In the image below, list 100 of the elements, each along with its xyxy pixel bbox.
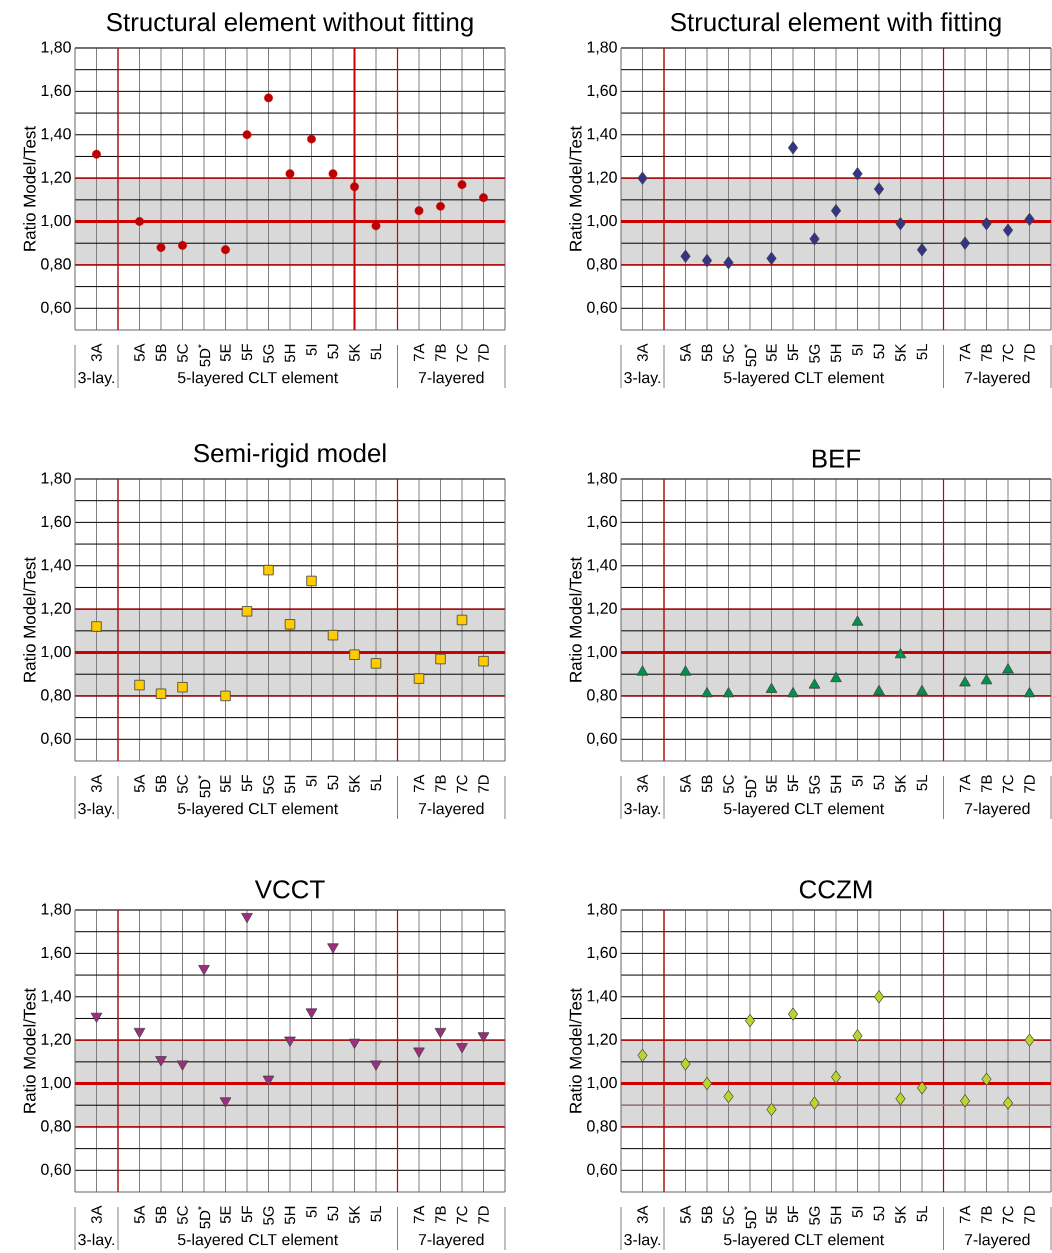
x-tick-label: 5A — [680, 343, 691, 362]
x-tick-label: 5D$^{*}$ — [197, 344, 211, 367]
chart-title: Semi-rigid model — [193, 443, 386, 468]
x-tick-label: 5B — [701, 344, 712, 362]
point — [457, 180, 467, 190]
x-tick-label: 5F — [787, 1206, 798, 1223]
x-tick-label: 5L — [916, 775, 927, 791]
x-tick-label: 5F — [241, 775, 252, 792]
x-tick-label: 3A — [90, 343, 102, 362]
point — [177, 682, 188, 693]
point — [435, 201, 445, 211]
y-tick-label: 1,00 — [41, 214, 71, 229]
x-tick-label: 5K — [349, 774, 360, 793]
point — [637, 171, 648, 185]
text: 3-lay. — [623, 371, 660, 387]
x-tick-label: 5L — [370, 344, 381, 360]
text: 7-layered — [418, 1233, 484, 1249]
point — [220, 690, 231, 702]
x-tick-label: 5D$^{*}$ — [743, 775, 757, 798]
point — [636, 665, 649, 676]
text: 5-layered CLT element — [177, 802, 338, 818]
point — [701, 253, 712, 268]
x-tick-label: 3A — [90, 1205, 102, 1224]
text: 3-lay. — [623, 802, 660, 818]
y-tick-label: 0,60 — [586, 732, 617, 746]
point — [349, 649, 360, 660]
point — [455, 1043, 468, 1054]
y-tick-label: 1,20 — [41, 602, 71, 616]
x-tick-label: 5L — [916, 1206, 927, 1222]
point — [370, 658, 381, 669]
text: 5-layered CLT element — [177, 371, 338, 387]
x-tick-label: 5A — [134, 1205, 145, 1224]
x-tick-label: 5C — [722, 1206, 734, 1225]
x-tick-label: 5J — [873, 775, 884, 790]
point — [434, 1027, 447, 1039]
point — [176, 1060, 189, 1071]
y-axis-title: Ratio Model/Test — [22, 126, 36, 251]
y-tick-label: 1,60 — [587, 515, 617, 529]
x-tick-label: 5G — [808, 1206, 820, 1225]
point — [478, 193, 488, 203]
point — [134, 679, 145, 691]
x-tick-label: 7B — [981, 344, 992, 362]
text: 5-layered CLT element — [723, 802, 884, 818]
point — [851, 615, 864, 626]
x-tick-label: 5K — [895, 774, 906, 793]
point — [852, 1029, 863, 1043]
y-tick-label: 0,80 — [40, 1120, 71, 1134]
point — [197, 965, 210, 976]
x-tick-label: 7B — [435, 1206, 446, 1224]
point — [723, 256, 734, 270]
point — [722, 687, 735, 698]
x-tick-label: 7B — [435, 775, 446, 793]
point — [327, 629, 338, 641]
y-tick-label: 1,00 — [587, 1076, 617, 1091]
point — [959, 1094, 970, 1108]
x-tick-label: 5H — [284, 775, 295, 794]
text: 5-layered CLT element — [723, 371, 884, 387]
y-axis-title: Ratio Model/Test — [22, 557, 36, 682]
point — [155, 688, 166, 699]
y-tick-label: 0,80 — [586, 689, 617, 703]
point — [91, 149, 101, 159]
point — [328, 169, 338, 179]
point — [263, 93, 273, 103]
x-tick-label: 5E — [766, 344, 777, 362]
y-tick-label: 0,60 — [40, 1163, 71, 1177]
x-tick-label: 5C — [176, 775, 188, 794]
point — [873, 182, 884, 196]
x-tick-label: 7C — [1002, 775, 1014, 793]
chart-title: Structural element without fitting — [106, 12, 473, 37]
point — [787, 141, 798, 155]
y-tick-label: 1,20 — [41, 171, 71, 185]
point — [680, 249, 691, 263]
x-tick-label: 7A — [413, 774, 424, 793]
x-tick-label: 7A — [413, 1205, 424, 1224]
point — [326, 943, 339, 954]
point — [477, 1032, 490, 1043]
point — [809, 1096, 820, 1110]
x-tick-label: 7A — [413, 343, 424, 362]
point — [349, 182, 359, 192]
point — [413, 673, 424, 684]
y-tick-label: 1,40 — [41, 559, 71, 573]
x-tick-label: 5G — [262, 1206, 274, 1225]
point — [958, 676, 971, 687]
x-tick-label: 7C — [456, 775, 468, 793]
point — [959, 236, 970, 250]
x-tick-label: 5E — [220, 775, 231, 793]
y-tick-label: 1,00 — [587, 645, 617, 660]
text: 3-lay. — [77, 1233, 114, 1249]
x-tick-label: 5B — [701, 1206, 712, 1224]
point — [787, 1007, 798, 1021]
x-tick-label: 7D — [478, 1206, 489, 1224]
y-tick-label: 1,60 — [41, 515, 71, 529]
x-tick-label: 5G — [808, 344, 820, 363]
x-tick-label: 5C — [176, 1206, 188, 1225]
x-tick-label: 5B — [155, 775, 166, 793]
point — [306, 134, 316, 144]
x-tick-label: 5A — [134, 774, 145, 793]
point — [435, 653, 446, 665]
x-tick-label: 5D$^{*}$ — [743, 1206, 757, 1229]
x-tick-label: 3A — [636, 774, 648, 793]
